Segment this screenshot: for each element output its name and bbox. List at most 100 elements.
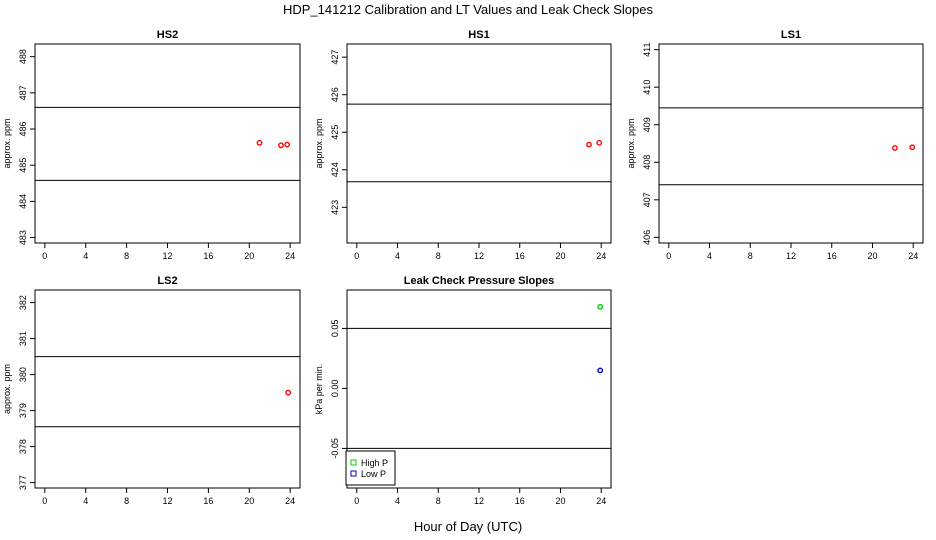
x-tick-label: 4	[395, 251, 400, 261]
plot-frame	[658, 43, 924, 244]
x-tick-label: 0	[354, 496, 359, 506]
x-tick-label: 8	[436, 496, 441, 506]
panel-title: Leak Check Pressure Slopes	[404, 275, 554, 287]
x-tick-label: 16	[827, 251, 837, 261]
y-tick-label: 409	[642, 117, 652, 132]
data-point	[909, 144, 916, 151]
x-tick-label: 4	[395, 496, 400, 506]
y-tick-label: 379	[18, 403, 28, 418]
plot-frame	[34, 43, 301, 244]
y-tick-label: 0.00	[330, 380, 340, 398]
y-tick-label: 381	[18, 331, 28, 346]
plot-frame	[346, 43, 612, 244]
panel-ls1: LS1 approx. ppm 0 4 8 12 16 20 24 406 407 408 409 410…	[626, 29, 924, 261]
y-tick-label: 380	[18, 367, 28, 382]
x-tick-label: 0	[354, 251, 359, 261]
y-tick-label: 427	[330, 50, 340, 65]
x-tick-label: 0	[42, 496, 47, 506]
panel-title: HS1	[468, 29, 489, 41]
x-tick-label: 20	[244, 496, 254, 506]
y-tick-label: -0.05	[330, 438, 340, 459]
data-point	[256, 139, 263, 146]
x-tick-label: 4	[83, 251, 88, 261]
panel-title: HS2	[157, 29, 178, 41]
common-x-axis-label: Hour of Day (UTC)	[413, 519, 523, 534]
data-point	[597, 303, 604, 310]
plot-frame	[34, 289, 301, 489]
x-tick-label: 24	[285, 251, 295, 261]
y-tick-label: 378	[18, 439, 28, 454]
panel-hs2: HS2 approx. ppm 0 4 8 12 16 20 24 483 484 485 486 487…	[2, 29, 301, 261]
x-tick-label: 16	[203, 496, 213, 506]
y-tick-label: 408	[642, 155, 652, 170]
y-tick-label: 488	[18, 49, 28, 64]
legend-entry: High P	[361, 458, 388, 468]
x-tick-label: 20	[867, 251, 877, 261]
x-tick-label: 12	[162, 251, 172, 261]
x-tick-label: 20	[555, 496, 565, 506]
x-tick-label: 8	[436, 251, 441, 261]
x-tick-label: 24	[285, 496, 295, 506]
x-tick-label: 8	[124, 496, 129, 506]
x-tick-label: 12	[162, 496, 172, 506]
y-tick-label: 382	[18, 295, 28, 310]
x-tick-label: 20	[555, 251, 565, 261]
y-tick-label: 423	[330, 200, 340, 215]
x-tick-label: 12	[474, 251, 484, 261]
x-tick-label: 0	[666, 251, 671, 261]
y-tick-label: 484	[18, 194, 28, 209]
x-tick-label: 12	[786, 251, 796, 261]
x-tick-label: 16	[203, 251, 213, 261]
data-point	[284, 141, 291, 148]
y-axis-label: approx. ppm	[2, 364, 12, 414]
y-tick-label: 426	[330, 87, 340, 102]
x-tick-label: 8	[124, 251, 129, 261]
x-tick-label: 20	[244, 251, 254, 261]
data-point	[596, 139, 603, 146]
data-point	[586, 141, 592, 148]
data-point	[278, 142, 284, 149]
y-tick-label: 425	[330, 125, 340, 140]
y-axis-label: approx. ppm	[2, 118, 12, 168]
y-tick-label: 411	[642, 42, 652, 56]
panel-title: LS1	[781, 29, 801, 41]
panel-hs1: HS1 approx. ppm 0 4 8 12 16 20 24 423 424 425 426 427	[314, 29, 612, 261]
data-point	[891, 145, 898, 151]
y-tick-label: 377	[18, 475, 28, 490]
panel-leak: Leak Check Pressure Slopes kPa per min. 0 4…	[314, 275, 612, 506]
legend-marker	[350, 459, 357, 466]
panel-ls2: LS2 approx. ppm 0 4 8 12 16 20 24 377 378 379 380 381…	[2, 275, 301, 506]
y-tick-label: 485	[18, 158, 28, 173]
x-tick-label: 16	[515, 496, 525, 506]
data-point	[285, 389, 292, 396]
x-tick-label: 8	[748, 251, 753, 261]
y-tick-label: 406	[642, 230, 652, 245]
y-tick-label: 483	[18, 230, 28, 245]
y-tick-label: 0.05	[330, 320, 340, 338]
y-tick-label: 486	[18, 122, 28, 137]
legend-box	[345, 450, 396, 486]
y-axis-label: kPa per min.	[314, 364, 324, 415]
panel-title: LS2	[157, 275, 177, 287]
y-tick-label: 407	[642, 192, 652, 207]
x-tick-label: 24	[596, 496, 606, 506]
y-tick-label: 487	[18, 85, 28, 100]
legend-marker	[350, 470, 357, 477]
data-point	[597, 367, 604, 374]
y-axis-label: approx. ppm	[626, 118, 636, 168]
x-tick-label: 16	[515, 251, 525, 261]
x-tick-label: 4	[707, 251, 712, 261]
x-tick-label: 24	[908, 251, 918, 261]
legend-entry: Low P	[361, 469, 386, 479]
x-tick-label: 0	[42, 251, 47, 261]
y-tick-label: 410	[642, 80, 652, 95]
x-tick-label: 24	[596, 251, 606, 261]
x-tick-label: 12	[474, 496, 484, 506]
y-axis-label: approx. ppm	[314, 118, 324, 168]
x-tick-label: 4	[83, 496, 88, 506]
figure-title: HDP_141212 Calibration and LT Values and…	[282, 2, 654, 17]
y-tick-label: 424	[330, 162, 340, 177]
